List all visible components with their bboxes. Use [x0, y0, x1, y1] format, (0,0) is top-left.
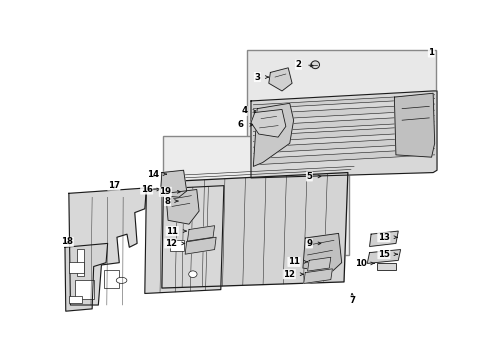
- Text: 15: 15: [377, 250, 389, 259]
- Polygon shape: [185, 237, 216, 254]
- Polygon shape: [307, 257, 330, 271]
- Text: 8: 8: [164, 197, 170, 206]
- Polygon shape: [160, 170, 186, 197]
- Bar: [377, 264, 395, 270]
- Polygon shape: [250, 109, 285, 137]
- Text: 17: 17: [107, 181, 120, 190]
- Bar: [103, 270, 119, 288]
- Polygon shape: [165, 189, 199, 224]
- Bar: [69, 296, 82, 303]
- Ellipse shape: [116, 277, 126, 283]
- Polygon shape: [253, 95, 434, 109]
- Text: 6: 6: [237, 120, 243, 129]
- Text: 3: 3: [254, 73, 260, 82]
- Polygon shape: [162, 172, 347, 288]
- Bar: [69, 262, 84, 273]
- Polygon shape: [253, 137, 434, 153]
- Polygon shape: [253, 116, 434, 132]
- Polygon shape: [303, 269, 332, 283]
- Bar: [77, 249, 84, 276]
- Polygon shape: [369, 231, 397, 247]
- Polygon shape: [69, 188, 146, 305]
- Text: 16: 16: [141, 185, 152, 194]
- Text: 5: 5: [306, 172, 312, 181]
- Text: 4: 4: [241, 107, 247, 116]
- Ellipse shape: [188, 271, 197, 278]
- Polygon shape: [253, 149, 434, 165]
- Polygon shape: [268, 68, 291, 91]
- Ellipse shape: [310, 61, 319, 69]
- Bar: [75, 280, 94, 299]
- Text: 18: 18: [61, 237, 73, 246]
- Text: 1: 1: [427, 48, 433, 57]
- Polygon shape: [253, 104, 434, 120]
- Polygon shape: [366, 249, 400, 264]
- Polygon shape: [187, 226, 214, 241]
- Text: 11: 11: [287, 257, 299, 266]
- Polygon shape: [393, 93, 434, 157]
- Text: 14: 14: [146, 170, 159, 179]
- Polygon shape: [65, 243, 107, 311]
- Text: 12: 12: [164, 239, 176, 248]
- Text: 10: 10: [354, 259, 366, 268]
- Text: 12: 12: [283, 270, 295, 279]
- Polygon shape: [250, 91, 436, 178]
- Text: 9: 9: [305, 239, 312, 248]
- Text: 11: 11: [166, 226, 178, 235]
- Polygon shape: [302, 233, 341, 273]
- Bar: [246, 50, 435, 167]
- Bar: [163, 136, 348, 255]
- Polygon shape: [253, 103, 293, 166]
- Polygon shape: [144, 186, 224, 293]
- Bar: [169, 240, 183, 251]
- Text: 13: 13: [377, 233, 389, 242]
- Text: 19: 19: [159, 187, 171, 196]
- Text: 2: 2: [295, 60, 301, 69]
- Polygon shape: [253, 126, 434, 142]
- Text: 7: 7: [349, 296, 355, 305]
